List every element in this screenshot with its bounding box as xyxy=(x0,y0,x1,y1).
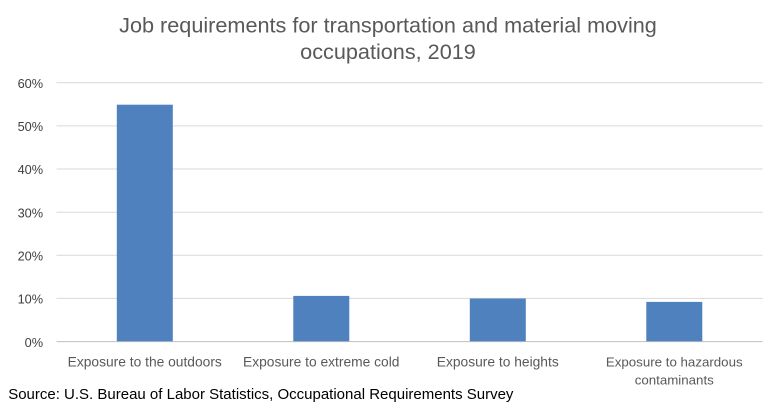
svg-text:40%: 40% xyxy=(18,162,44,177)
svg-text:Exposure to the outdoors: Exposure to the outdoors xyxy=(68,355,222,370)
svg-text:Job requirements for transport: Job requirements for transportation and … xyxy=(119,12,657,37)
svg-text:10%: 10% xyxy=(18,292,44,307)
svg-text:60%: 60% xyxy=(18,76,44,91)
svg-text:50%: 50% xyxy=(18,119,44,134)
svg-text:Source: U.S. Bureau of Labor S: Source: U.S. Bureau of Labor Statistics,… xyxy=(8,386,514,403)
svg-text:30%: 30% xyxy=(18,205,44,220)
svg-text:occupations, 2019: occupations, 2019 xyxy=(300,39,476,64)
svg-text:Exposure to extreme cold: Exposure to extreme cold xyxy=(243,355,399,370)
svg-text:Exposure to hazardous: Exposure to hazardous xyxy=(606,355,743,370)
svg-text:20%: 20% xyxy=(18,249,44,264)
svg-text:contaminants: contaminants xyxy=(635,373,714,388)
svg-text:0%: 0% xyxy=(25,335,43,350)
svg-text:Exposure to heights: Exposure to heights xyxy=(437,355,559,370)
